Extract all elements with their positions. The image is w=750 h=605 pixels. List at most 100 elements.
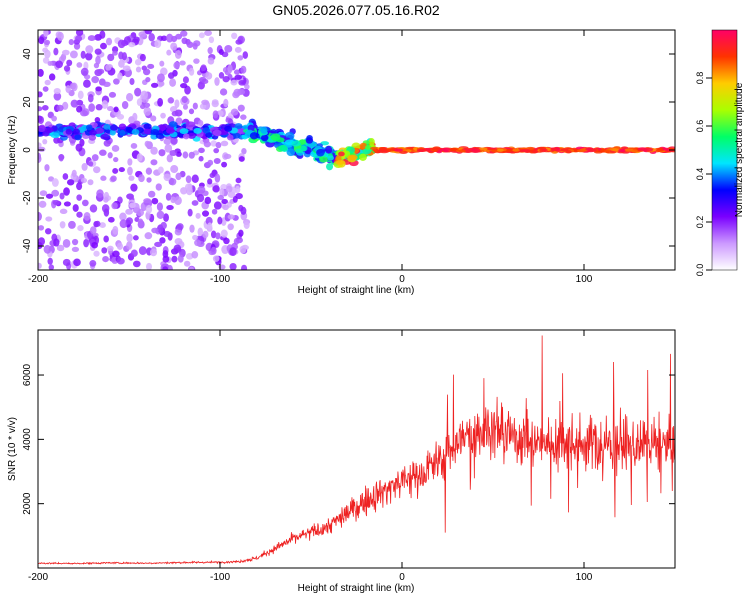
spectrogram-cell [169, 106, 178, 113]
spectrogram-cell [53, 238, 60, 247]
spectrogram-cell [260, 126, 268, 134]
spectrogram-cell [85, 45, 94, 54]
spectrogram-cell [431, 147, 441, 151]
spectrogram-cell [155, 183, 162, 191]
spectrogram-cell [213, 148, 220, 154]
spectrogram-cell [196, 193, 205, 203]
spectrogram-cell [230, 79, 238, 86]
spectrogram-cell [662, 147, 669, 151]
spectrogram-cell [125, 217, 134, 225]
spectrogram-cell [443, 147, 451, 151]
spectrogram-cell [85, 124, 93, 131]
spectrogram-cell [235, 193, 243, 200]
spectrogram-cell [187, 208, 193, 217]
spectrogram-cell [107, 53, 115, 62]
spectrogram-cell [71, 246, 80, 252]
spectrogram-cell [174, 49, 182, 59]
spectrogram-cell [184, 183, 192, 191]
spectrogram-cell [468, 147, 477, 151]
spectrogram-cell [399, 150, 408, 154]
spectrogram-cell [195, 212, 201, 219]
spectrogram-cell [193, 58, 200, 64]
spectrogram-x-label: Height of straight line (km) [298, 285, 415, 296]
spectrogram-cell [393, 148, 404, 152]
spectrogram-x-tick-label: -200 [28, 274, 48, 285]
spectrogram-cell [166, 154, 174, 163]
spectrogram-cell [119, 219, 128, 229]
spectrogram-cell [113, 106, 119, 113]
spectrogram-cell [106, 105, 114, 112]
spectrogram-cell [151, 227, 159, 234]
spectrogram-cell [188, 151, 195, 159]
spectrogram-cell [47, 60, 53, 67]
spectrogram-cell [159, 125, 167, 132]
spectrogram-cell [167, 264, 173, 270]
spectrogram-marks [38, 30, 675, 270]
spectrogram-cell [198, 32, 205, 39]
spectrogram-cell [144, 140, 151, 148]
spectrogram-cell [105, 64, 112, 71]
spectrogram-cell [118, 59, 125, 68]
spectrogram-cell [325, 145, 333, 154]
spectrogram-cell [214, 173, 221, 183]
spectrogram-cell [52, 199, 60, 206]
spectrogram-cell [217, 195, 225, 201]
figure-title: GN05.2026.077.05.16.R02 [272, 2, 440, 18]
spectrogram-cell [95, 55, 101, 65]
spectrogram-cell [83, 238, 90, 248]
spectrogram-cell [94, 117, 101, 123]
spectrogram-cell [89, 259, 97, 267]
colorbar-tick-label: 0.4 [695, 168, 705, 181]
spectrogram-cell [91, 241, 99, 249]
spectrogram-cell [69, 50, 78, 59]
spectrogram-cell [631, 149, 638, 153]
spectrogram-cell [202, 127, 211, 134]
spectrogram-cell [200, 64, 207, 71]
spectrogram-cell [187, 132, 196, 139]
spectrogram-cell [181, 95, 188, 104]
spectrogram-cell [134, 58, 142, 66]
spectrogram-cell [240, 65, 247, 74]
spectrogram-cell [118, 167, 125, 173]
spectrogram-cell [244, 83, 250, 90]
spectrogram-cell [138, 246, 147, 256]
spectrogram-cell [59, 208, 68, 215]
spectrogram-cell [150, 129, 160, 136]
spectrogram-cell [135, 66, 142, 73]
spectrogram-cell [118, 123, 127, 130]
spectrogram-cell [550, 147, 558, 151]
spectrogram-cell [238, 229, 244, 237]
spectrogram-cell [99, 30, 106, 39]
spectrogram-cell [185, 175, 192, 184]
spectrogram-cell [102, 256, 109, 263]
spectrogram-cell [43, 39, 51, 46]
spectrogram-cell [119, 212, 127, 221]
spectrogram-cell [143, 128, 152, 135]
spectrogram-cell [65, 85, 71, 94]
spectrogram-cell [204, 196, 212, 205]
snr-y-ticks: 2000 4000 6000 [22, 363, 675, 515]
spectrogram-cell [121, 100, 129, 110]
spectrogram-cell [75, 143, 83, 152]
spectrogram-cell [42, 47, 49, 53]
spectrogram-cell [63, 65, 71, 72]
spectrogram-cell [57, 31, 64, 41]
spectrogram-cell [182, 151, 189, 159]
spectrogram-cell [512, 148, 520, 152]
spectrogram-cell [132, 112, 138, 122]
spectrogram-cell [51, 115, 57, 122]
spectrogram-cell [164, 144, 173, 153]
spectrogram-cell [88, 161, 94, 167]
spectrogram-cell [73, 42, 81, 50]
spectrogram-cell [130, 183, 138, 192]
spectrogram-cell [48, 73, 56, 81]
spectrogram-cell [100, 175, 107, 181]
spectrogram-cell [80, 177, 88, 184]
spectrogram-cell [101, 247, 108, 254]
spectrogram-cell [201, 78, 209, 84]
spectrogram-cell [155, 133, 165, 140]
spectrogram-cell [169, 149, 178, 156]
spectrogram-cell [150, 115, 157, 122]
spectrogram-cell [93, 62, 100, 69]
